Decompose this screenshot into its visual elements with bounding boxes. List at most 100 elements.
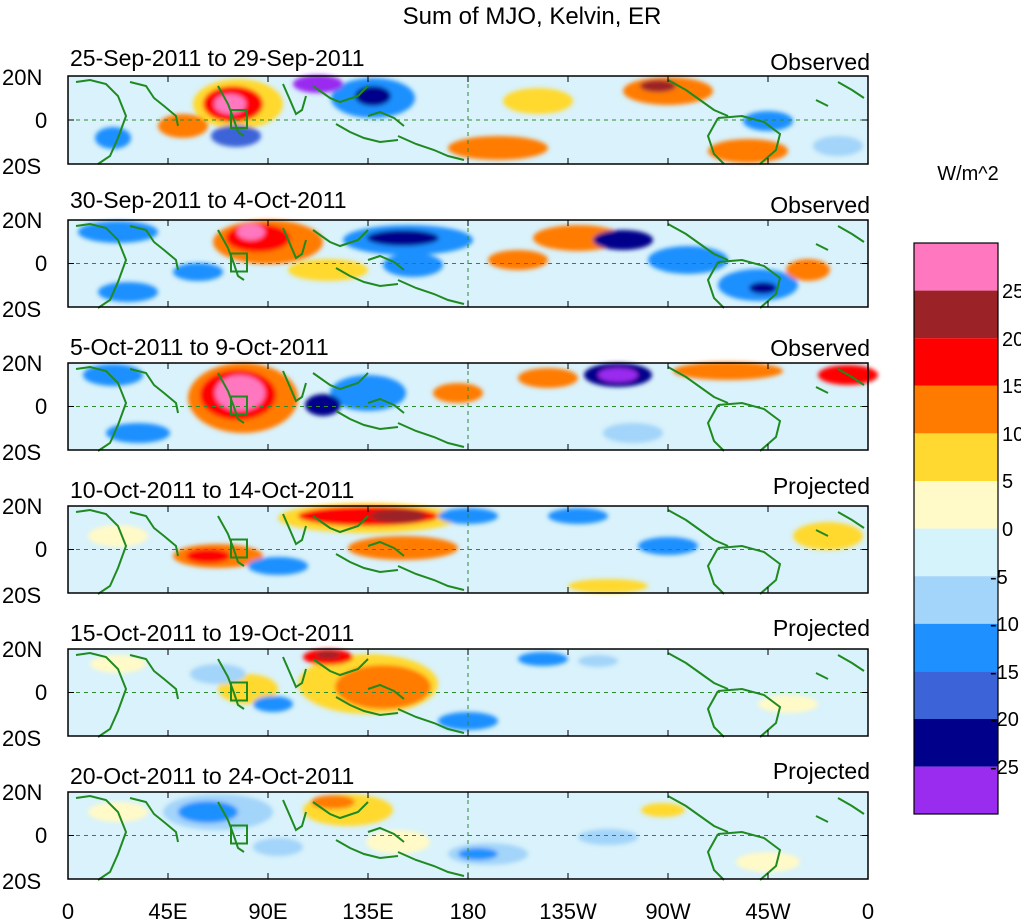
- coastline: [367, 826, 405, 843]
- coastline: [282, 227, 307, 260]
- anomaly-blob: [518, 652, 568, 666]
- coastline: [837, 797, 865, 815]
- panel-1-status: Observed: [770, 49, 870, 75]
- lon-label: 45W: [745, 899, 790, 923]
- coastline: [129, 511, 179, 557]
- lon-label: 90W: [645, 899, 690, 923]
- coastline: [217, 372, 245, 424]
- coastline: [815, 243, 829, 251]
- anomaly-blob: [293, 75, 343, 93]
- anomaly-blob: [736, 852, 800, 872]
- coastline: [129, 225, 179, 271]
- coastline: [75, 651, 128, 738]
- anomaly-blob: [503, 88, 573, 114]
- map-frame: [67, 648, 869, 737]
- coastline: [217, 85, 245, 137]
- lon-label: 135W: [539, 899, 597, 923]
- coastline: [312, 372, 369, 391]
- colorbar-unit-label: W/m^2: [937, 163, 999, 185]
- anomaly-blob: [158, 114, 208, 138]
- colorbar-label: 20: [1002, 329, 1021, 351]
- anomaly-blob: [603, 423, 663, 443]
- coastline: [397, 851, 465, 877]
- panel-4-date-range: 10-Oct-2011 to 14-Oct-2011: [70, 477, 354, 503]
- anomaly-blob: [638, 537, 698, 555]
- anomaly-blob: [178, 801, 238, 823]
- coastline: [397, 565, 465, 591]
- lat-label-eq: 0: [35, 680, 47, 705]
- coastline: [312, 658, 369, 677]
- coastline: [667, 366, 729, 404]
- colorbar-label: -20: [990, 709, 1019, 731]
- anomaly-blob: [578, 829, 638, 845]
- panel-5-date-range: 15-Oct-2011 to 19-Oct-2011: [70, 620, 354, 646]
- coastline: [367, 683, 405, 700]
- lat-label-eq: 0: [35, 108, 47, 133]
- lat-label-20s: 20S: [2, 154, 41, 179]
- coastline: [367, 110, 405, 127]
- coastline: [129, 368, 179, 414]
- coastline: [129, 81, 179, 127]
- coastline: [312, 515, 369, 534]
- coastline: [335, 839, 399, 860]
- anomaly-blob: [641, 803, 685, 817]
- coastline: [335, 410, 399, 431]
- coastline: [815, 386, 829, 394]
- panel-6-date-range: 20-Oct-2011 to 24-Oct-2011: [70, 763, 354, 789]
- anomaly-blob: [758, 695, 818, 713]
- panel-2: [67, 219, 869, 309]
- map-overlay: [67, 362, 869, 452]
- coastline: [397, 708, 465, 734]
- colorbar-swatch: [914, 576, 998, 624]
- region-box: [230, 538, 248, 559]
- coastline: [367, 254, 405, 271]
- lat-label-eq: 0: [35, 394, 47, 419]
- anomaly-blob: [786, 259, 830, 281]
- colorbar-swatch: [914, 623, 998, 672]
- anomaly-blob: [316, 651, 340, 659]
- map-overlay: [67, 648, 869, 738]
- anomaly-blob: [190, 664, 246, 684]
- coastline: [282, 656, 307, 689]
- coastline: [312, 85, 369, 104]
- anomaly-blob: [383, 253, 443, 277]
- anomaly-blob: [743, 111, 793, 131]
- map-frame: [67, 75, 869, 165]
- panel-1-date-range: 25-Sep-2011 to 29-Sep-2011: [70, 45, 365, 71]
- anomaly-blob: [458, 848, 498, 860]
- lon-label: 0: [862, 899, 874, 923]
- map-overlay: [67, 791, 869, 881]
- anomaly-blob: [237, 224, 265, 240]
- lat-label-20s: 20S: [2, 297, 41, 322]
- coastline: [667, 223, 729, 261]
- colorbar-swatch: [914, 766, 998, 814]
- colorbar-label: 25: [1002, 281, 1021, 303]
- coastline: [335, 123, 399, 144]
- anomaly-blob: [253, 696, 293, 712]
- anomaly-blob: [186, 549, 230, 563]
- coastline: [706, 404, 725, 452]
- colorbar-swatch: [914, 719, 998, 767]
- lat-label-20n: 20N: [2, 351, 42, 376]
- anomaly-blob: [211, 125, 261, 147]
- colorbar-label: 0: [1002, 519, 1013, 541]
- panel-2-date-range: 30-Sep-2011 to 4-Oct-2011: [70, 187, 347, 213]
- coastline: [837, 81, 865, 99]
- lat-label-20n: 20N: [2, 637, 42, 662]
- map-overlay: [67, 505, 869, 595]
- coastline: [129, 654, 179, 700]
- anomaly-blob: [598, 368, 638, 382]
- panel-4-status: Projected: [773, 473, 870, 499]
- colorbar-swatch: [914, 528, 998, 577]
- panel-5-status: Projected: [773, 615, 870, 641]
- anomaly-blob: [98, 282, 158, 302]
- coastline: [837, 368, 865, 386]
- lat-label-20n: 20N: [2, 65, 42, 90]
- anomaly-blob: [366, 830, 430, 854]
- coastline: [397, 422, 465, 448]
- coastline: [282, 83, 307, 116]
- coastline: [217, 229, 245, 281]
- coastline: [335, 553, 399, 574]
- colorbar-label: -15: [990, 662, 1019, 684]
